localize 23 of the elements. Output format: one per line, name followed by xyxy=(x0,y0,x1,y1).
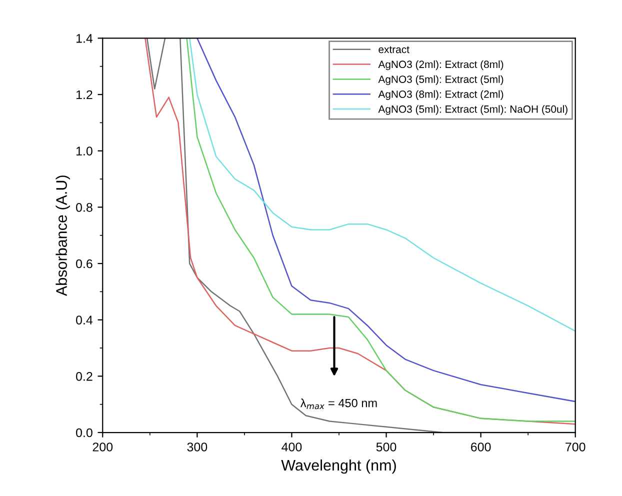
y-tick-label: 0.2 xyxy=(76,372,92,381)
y-tick-label: 0.8 xyxy=(76,202,92,212)
y-tick-label: 1.4 xyxy=(76,34,93,43)
y-tick-label: 1.2 xyxy=(76,90,92,100)
legend-label: extract xyxy=(378,46,410,54)
y-tick-label: 0.6 xyxy=(76,259,92,268)
x-tick-label: 700 xyxy=(566,442,586,452)
y-tick-label: 1.0 xyxy=(76,146,92,156)
legend-label: AgNO3 (5ml): Extract (5ml) xyxy=(378,75,504,86)
x-tick-label: 500 xyxy=(376,442,396,452)
x-tick-label: 600 xyxy=(471,442,491,452)
annotation: λ$_{max}$ = 450 nm xyxy=(300,398,377,410)
x-tick-label: 200 xyxy=(92,442,113,452)
legend-label: AgNO3 (2ml): Extract (8ml) xyxy=(378,60,504,70)
x-axis-title: Wavelenght (nm) xyxy=(281,459,396,474)
line-series xyxy=(188,38,576,332)
y-tick-label: 0.0 xyxy=(76,428,92,438)
legend-label: AgNO3 (5ml): Extract (5ml): NaOH (50ul) xyxy=(378,105,568,115)
legend-label: AgNO3 (8ml): Extract (2ml) xyxy=(378,90,504,100)
x-tick-label: 400 xyxy=(282,442,302,452)
y-tick-label: 0.4 xyxy=(76,316,93,324)
y-axis-title: Absorbance (A.U) xyxy=(56,176,70,296)
x-tick-label: 300 xyxy=(187,442,208,452)
